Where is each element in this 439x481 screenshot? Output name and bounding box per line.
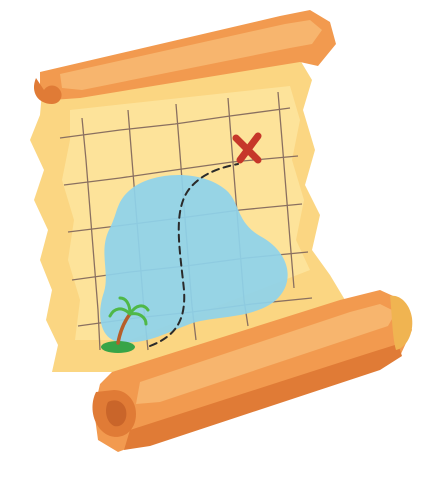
palm-leaf xyxy=(118,296,132,316)
dashed-route xyxy=(149,163,239,347)
bottom-roll-right-end xyxy=(390,295,413,350)
bottom-roll-end-inner xyxy=(106,400,127,427)
palm-leaf xyxy=(128,304,150,316)
island xyxy=(101,341,135,353)
bottom-roll-highlight xyxy=(136,304,396,404)
palm-trunk xyxy=(116,312,132,345)
palm-leaf xyxy=(108,307,132,318)
top-roll-curl xyxy=(33,78,62,104)
palm-leaf xyxy=(128,312,148,326)
grid-line xyxy=(81,117,101,351)
bottom-roll-shade xyxy=(124,344,402,450)
top-roll-highlight xyxy=(60,20,322,90)
lake xyxy=(100,174,288,343)
palm-tree-icon xyxy=(108,296,150,345)
x-mark-stroke xyxy=(236,132,262,164)
grid-line xyxy=(277,91,295,289)
grid-line xyxy=(59,107,291,139)
x-mark-icon xyxy=(232,132,262,164)
